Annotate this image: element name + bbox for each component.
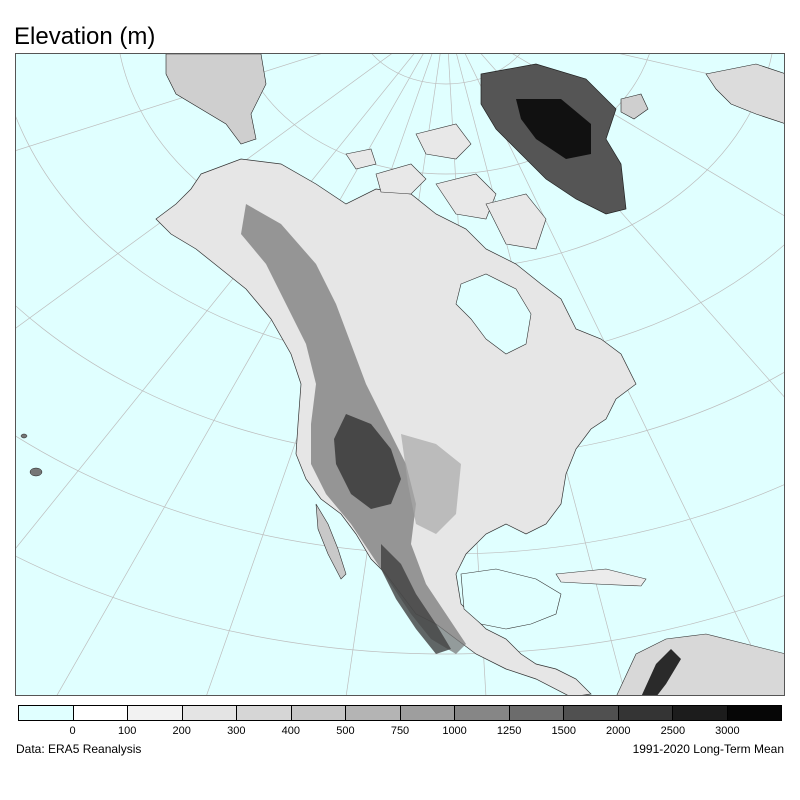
meridian-line xyxy=(16,54,415,549)
meridian-line xyxy=(16,54,392,329)
period-label: 1991-2020 Long-Term Mean xyxy=(632,742,784,756)
andes-ridge xyxy=(641,649,681,695)
colorbar-box xyxy=(673,706,728,720)
colorbar-box xyxy=(73,706,128,720)
elevation-colorbar xyxy=(18,705,782,721)
rocky-mountains-core xyxy=(334,414,401,509)
europe-landmass xyxy=(705,63,784,124)
colorbar-box xyxy=(291,706,346,720)
colorbar-tick-label: 300 xyxy=(227,725,246,737)
hudson-bay xyxy=(455,273,532,355)
baja-california xyxy=(315,503,347,580)
colorbar-tick-label: 1500 xyxy=(551,725,576,737)
colorbar-box xyxy=(128,706,183,720)
arctic-islands xyxy=(345,123,547,250)
sierra-madre xyxy=(381,544,451,654)
north-america-landmass xyxy=(155,158,637,695)
colorbar-tick-label: 200 xyxy=(172,725,191,737)
parallel-line xyxy=(242,54,650,175)
data-source-label: Data: ERA5 Reanalysis xyxy=(16,742,142,756)
map-canvas xyxy=(16,54,784,695)
parallel-line xyxy=(371,54,521,85)
colorbar-tick-label: 3000 xyxy=(715,725,740,737)
meridian-line xyxy=(56,54,424,695)
hawaii-islands xyxy=(20,433,43,477)
colorbar-box xyxy=(509,706,564,720)
colorbar-tick-label: 0 xyxy=(69,725,76,737)
cuba xyxy=(555,568,647,587)
iceland xyxy=(620,93,649,120)
colorbar-tick-label: 1000 xyxy=(442,725,467,737)
colorbar-box xyxy=(455,706,510,720)
colorbar-tick-label: 750 xyxy=(390,725,410,737)
meridian-line xyxy=(16,54,322,151)
colorbar-box xyxy=(618,706,673,720)
south-america-landmass xyxy=(616,633,784,695)
colorbar-tick-label: 100 xyxy=(117,725,137,737)
colorbar-tick-label: 400 xyxy=(281,725,301,737)
parallel-line xyxy=(16,555,784,655)
greenland-ice-cap xyxy=(516,99,591,159)
siberia-landmass xyxy=(165,54,267,145)
colorbar-box xyxy=(346,706,401,720)
colorbar-box xyxy=(564,706,619,720)
map-title: Elevation (m) xyxy=(14,23,156,50)
great-plains xyxy=(401,434,461,534)
colorbar-tick-label: 500 xyxy=(336,725,355,737)
colorbar-box xyxy=(727,706,781,720)
colorbar-tick-label: 2000 xyxy=(606,725,631,737)
colorbar-tick-label: 1250 xyxy=(496,725,522,737)
colorbar-box xyxy=(237,706,292,720)
gulf-of-mexico xyxy=(460,568,562,630)
colorbar-box xyxy=(182,706,237,720)
colorbar-box xyxy=(19,706,74,720)
elevation-map xyxy=(15,53,785,696)
colorbar-box xyxy=(400,706,455,720)
colorbar-tick-label: 2500 xyxy=(660,725,686,737)
